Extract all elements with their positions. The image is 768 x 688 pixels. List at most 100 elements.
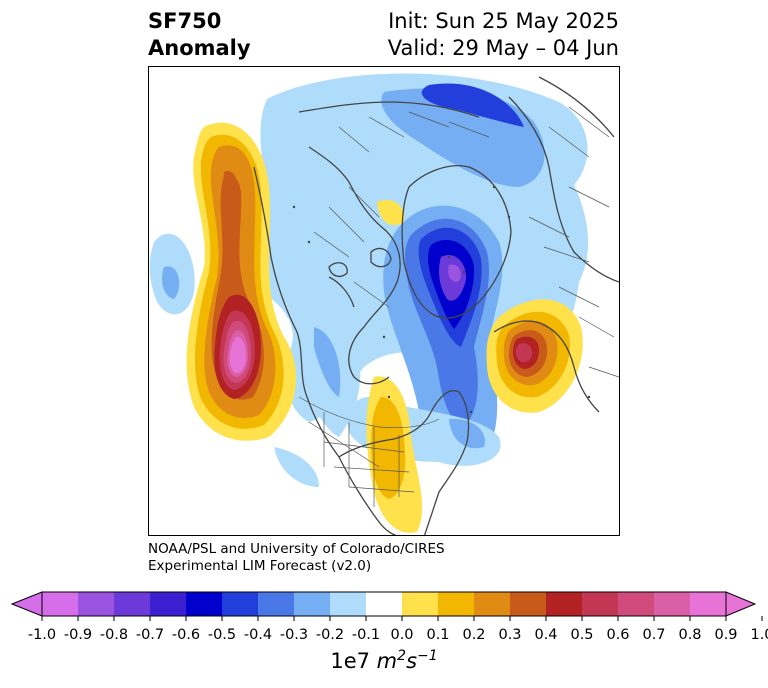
- map-panel: [148, 66, 620, 536]
- country-border: [298, 396, 440, 429]
- colorbar-bin: [618, 592, 655, 616]
- negative-anomaly-trough-center: [448, 264, 461, 282]
- country-border: [333, 466, 410, 473]
- coastline: [253, 166, 397, 535]
- coastline: [308, 146, 401, 328]
- positive-anomaly-hudson: [377, 199, 405, 226]
- coastline: [401, 165, 512, 319]
- island: [307, 240, 311, 244]
- country-border: [543, 246, 590, 263]
- anomaly-map: [149, 73, 619, 535]
- island: [469, 410, 473, 414]
- country-border: [568, 106, 610, 138]
- colorbar-over-arrow: [725, 591, 757, 617]
- country-border: [568, 186, 610, 208]
- colorbar-tick-label: 0.9: [714, 627, 738, 643]
- title-variable: SF750: [148, 9, 222, 33]
- colorbar-under-arrow: [10, 591, 43, 617]
- colorbar-bin: [690, 592, 727, 616]
- positive-anomaly-central-us-level-2: [371, 397, 406, 499]
- colorbar-tick-label: 0.2: [462, 627, 486, 643]
- colorbar-tick-label: 0.6: [606, 627, 630, 643]
- country-border: [368, 116, 405, 138]
- coastline: [370, 247, 392, 268]
- colorbar-bin: [114, 592, 151, 616]
- coastline: [298, 101, 480, 118]
- colorbar-tick-label: 0.8: [678, 627, 702, 643]
- positive-anomaly-alaska-spot: [223, 171, 239, 204]
- negative-anomaly-east-pacific: [274, 447, 319, 487]
- coastline: [338, 390, 470, 535]
- negative-anomaly-central-core: [314, 327, 341, 397]
- colorbar-tick-label: -0.3: [279, 627, 309, 643]
- colorbar-ticks: -1.0 -0.9 -0.8 -0.7 -0.6 -0.5 -0.4 -0.3 -0.2 -0.1…: [0, 627, 768, 647]
- country-border: [348, 486, 415, 493]
- credit-line-1: NOAA/PSL and University of Colorado/CIRE…: [148, 541, 445, 557]
- country-border: [353, 281, 390, 308]
- country-border: [323, 441, 405, 453]
- colorbar-label: 1e7 m2s−1: [330, 648, 438, 673]
- island: [447, 255, 451, 259]
- colorbar-tick-label: -0.1: [351, 627, 381, 643]
- colorbar-bin: [330, 592, 367, 616]
- colorbar-bin: [654, 592, 691, 616]
- island: [382, 335, 386, 339]
- island: [292, 205, 296, 209]
- colorbar-bin: [402, 592, 439, 616]
- colorbar-bin: [366, 592, 403, 616]
- colorbar-tick-label: 1.0: [750, 627, 768, 643]
- negative-anomaly-polar-deep: [421, 83, 524, 127]
- title-subtitle: Anomaly: [148, 36, 251, 60]
- negative-anomaly-atlantic-core: [449, 418, 485, 449]
- country-border: [328, 206, 365, 243]
- coastline: [328, 276, 355, 308]
- country-border: [348, 186, 380, 218]
- country-border: [408, 111, 450, 128]
- colorbar-bin: [510, 592, 547, 616]
- credit-line-2: Experimental LIM Forecast (v2.0): [148, 558, 372, 574]
- island: [492, 185, 496, 189]
- island: [462, 270, 466, 274]
- country-border: [338, 126, 370, 153]
- plot-title-right: Init: Sun 25 May 2025 Valid: 29 May – 04…: [388, 8, 619, 62]
- country-border: [528, 216, 570, 238]
- colorbar-tick-label: -0.7: [135, 627, 165, 643]
- colorbar-outline: [41, 591, 727, 617]
- colorbar-tick-label: 0.1: [426, 627, 450, 643]
- island: [387, 395, 391, 399]
- coastline: [508, 96, 619, 283]
- credit-text: NOAA/PSL and University of Colorado/CIRE…: [148, 541, 445, 575]
- colorbar-tick-label: 0.7: [642, 627, 666, 643]
- colorbar-bin: [258, 592, 295, 616]
- plot-title-left: SF750 Anomaly: [148, 8, 251, 62]
- colorbar-bin: [582, 592, 619, 616]
- colorbar-tick-label: -1.0: [27, 627, 57, 643]
- island: [507, 215, 511, 219]
- coastline: [538, 76, 615, 138]
- coastline: [328, 262, 348, 278]
- colorbar-tick-label: -0.6: [171, 627, 201, 643]
- country-border: [558, 286, 600, 308]
- colorbar-bin: [78, 592, 115, 616]
- colorbar-bin: [438, 592, 475, 616]
- colorbar-tick-label: -0.8: [99, 627, 129, 643]
- island: [587, 395, 591, 399]
- colorbar-tick-label: 0.5: [570, 627, 594, 643]
- colorbar-tick-label: -0.4: [243, 627, 273, 643]
- negative-anomaly-siberia: [549, 186, 580, 235]
- colorbar-tick-label: 0.4: [534, 627, 558, 643]
- colorbar-tick-label: 0.0: [390, 627, 414, 643]
- colorbar-bin: [150, 592, 187, 616]
- country-border: [548, 126, 590, 158]
- positive-anomaly-europe-level-6: [515, 343, 532, 363]
- country-border: [313, 231, 350, 258]
- colorbar-bin: [474, 592, 511, 616]
- colorbar: [10, 591, 763, 621]
- colorbar-bin: [186, 592, 223, 616]
- country-border: [448, 121, 490, 138]
- country-border: [578, 316, 615, 338]
- colorbar-bin: [546, 592, 583, 616]
- country-border: [588, 366, 619, 378]
- negative-anomaly-west-pacific-core: [162, 266, 180, 299]
- colorbar-bin: [222, 592, 259, 616]
